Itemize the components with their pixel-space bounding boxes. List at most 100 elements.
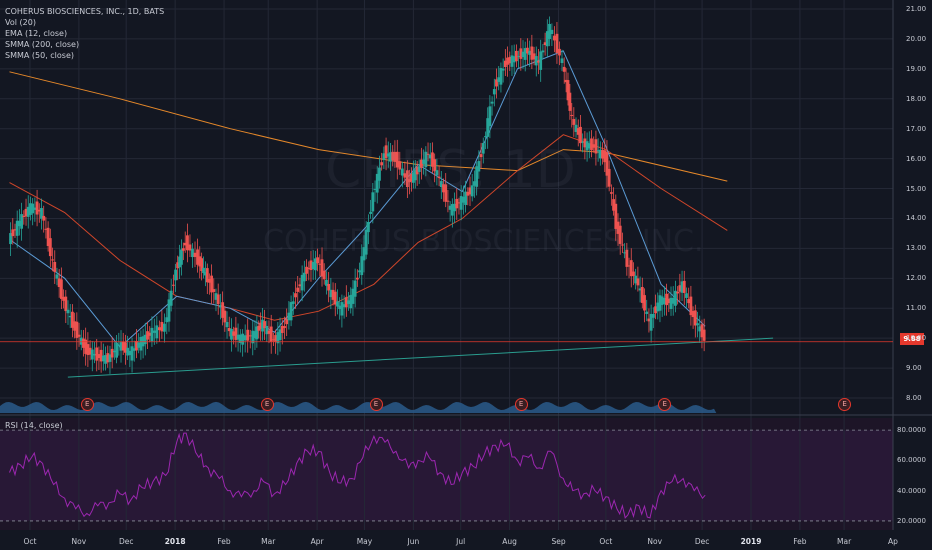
candle-body (253, 331, 257, 338)
legend-volume[interactable]: Vol (20) (5, 18, 36, 27)
candle-body (362, 247, 366, 261)
candle-body (44, 228, 48, 230)
candle-body (9, 233, 12, 245)
candle-body (212, 289, 216, 292)
rsi-tick-label: 40.0000 (897, 486, 926, 495)
candle-body (413, 170, 417, 181)
candle-body (349, 294, 353, 309)
candle-body (309, 260, 313, 271)
legend-ema[interactable]: EMA (12, close) (5, 29, 68, 38)
candle-body (33, 207, 37, 210)
candle-body (632, 271, 635, 277)
candle-body (386, 153, 390, 157)
candle-body (442, 184, 445, 193)
candle-body (82, 338, 85, 348)
candle-body (671, 297, 675, 304)
candle-body (596, 150, 600, 152)
candle-body (687, 299, 691, 304)
candle-body (329, 289, 333, 298)
candle-body (126, 347, 130, 356)
rsi-legend[interactable]: RSI (14, close) (5, 421, 63, 430)
candle-body (320, 259, 324, 277)
candle-body (455, 198, 459, 209)
candle-body (46, 227, 50, 247)
candle-body (51, 259, 54, 261)
candle-body (548, 23, 551, 40)
candle-body (198, 256, 202, 267)
candle-body (333, 291, 337, 305)
candle-body (499, 67, 503, 85)
candle-body (373, 188, 377, 190)
candle-body (55, 274, 59, 279)
candle-body (311, 262, 315, 270)
candle-body (623, 252, 627, 254)
candle-body (259, 322, 263, 329)
time-tick-label: Sep (551, 537, 566, 546)
candle-body (506, 57, 509, 65)
candle-body (165, 317, 169, 323)
legend-title: COHERUS BIOSCIENCES, INC., 1D, BATS (5, 7, 165, 16)
candle-body (371, 192, 375, 212)
candle-body (360, 256, 364, 276)
support-trendline (67, 337, 774, 378)
price-tick-label: 14.00 (906, 214, 927, 223)
candle-body (227, 328, 231, 332)
time-tick-label: May (356, 537, 373, 546)
candle-body (649, 313, 653, 331)
candle-body (176, 262, 180, 269)
candle-body (367, 222, 370, 233)
candle-body (305, 266, 308, 274)
rsi-tick-label: 20.0000 (897, 516, 926, 525)
candle-body (598, 149, 602, 159)
price-tick-label: 9.00 (906, 364, 922, 373)
candle-body (248, 335, 252, 337)
candle-body (13, 229, 17, 231)
candle-body (160, 321, 164, 332)
candle-body (37, 209, 41, 212)
earnings-badge[interactable]: E (369, 398, 383, 411)
candle-body (581, 141, 585, 143)
earnings-badge[interactable]: E (80, 398, 94, 411)
candle-body (351, 288, 355, 304)
candle-body (48, 238, 52, 257)
time-tick-label: Mar (261, 537, 276, 546)
earnings-badge[interactable]: E (260, 398, 274, 411)
legend-smma-50[interactable]: SMMA (50, close) (5, 51, 75, 60)
candle-body (223, 310, 227, 323)
candle-body (566, 80, 570, 101)
candle-body (278, 329, 282, 340)
earnings-badge[interactable]: E (658, 398, 672, 411)
candle-body (307, 267, 311, 269)
candle-body (338, 305, 342, 310)
earnings-badge[interactable]: E (514, 398, 528, 411)
candle-body (534, 56, 538, 66)
time-tick-label: Ap (888, 537, 898, 546)
candle-body (543, 42, 547, 46)
price-tick-label: 13.00 (906, 244, 927, 253)
candle-body (590, 138, 593, 151)
candle-body (645, 311, 649, 314)
candle-body (689, 296, 693, 316)
volume-area (0, 401, 717, 413)
candle-body (283, 326, 286, 329)
candle-body (325, 279, 328, 286)
candle-body (562, 66, 566, 72)
candle-body (355, 277, 359, 280)
candle-body (124, 342, 127, 353)
time-tick-label: 2018 (164, 537, 186, 546)
candle-body (24, 208, 28, 217)
candle-body (155, 325, 159, 339)
candle-body (492, 89, 496, 95)
candle-body (180, 249, 183, 265)
candle-body (137, 342, 141, 348)
candle-body (629, 260, 633, 277)
candle-body (112, 350, 116, 353)
candle-body (15, 220, 19, 236)
earnings-badge[interactable]: E (838, 398, 852, 411)
candle-body (583, 138, 587, 148)
candle-body (88, 347, 92, 355)
legend-smma-200[interactable]: SMMA (200, close) (5, 40, 80, 49)
candle-body (512, 56, 516, 63)
